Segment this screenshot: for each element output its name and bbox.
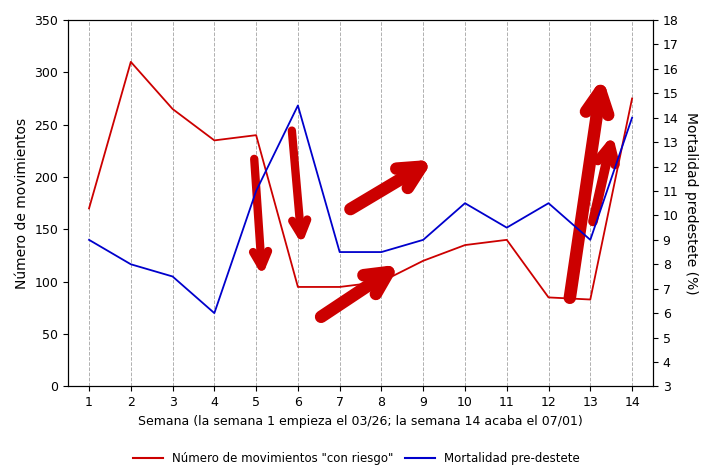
Legend: Número de movimientos "con riesgo", Mortalidad pre-destete: Número de movimientos "con riesgo", Mort… [128,447,585,470]
Y-axis label: Mortalidad predestete (%): Mortalidad predestete (%) [684,112,698,295]
X-axis label: Semana (la semana 1 empieza el 03/26; la semana 14 acaba el 07/01): Semana (la semana 1 empieza el 03/26; la… [138,415,583,427]
Y-axis label: Número de movimientos: Número de movimientos [15,118,29,289]
